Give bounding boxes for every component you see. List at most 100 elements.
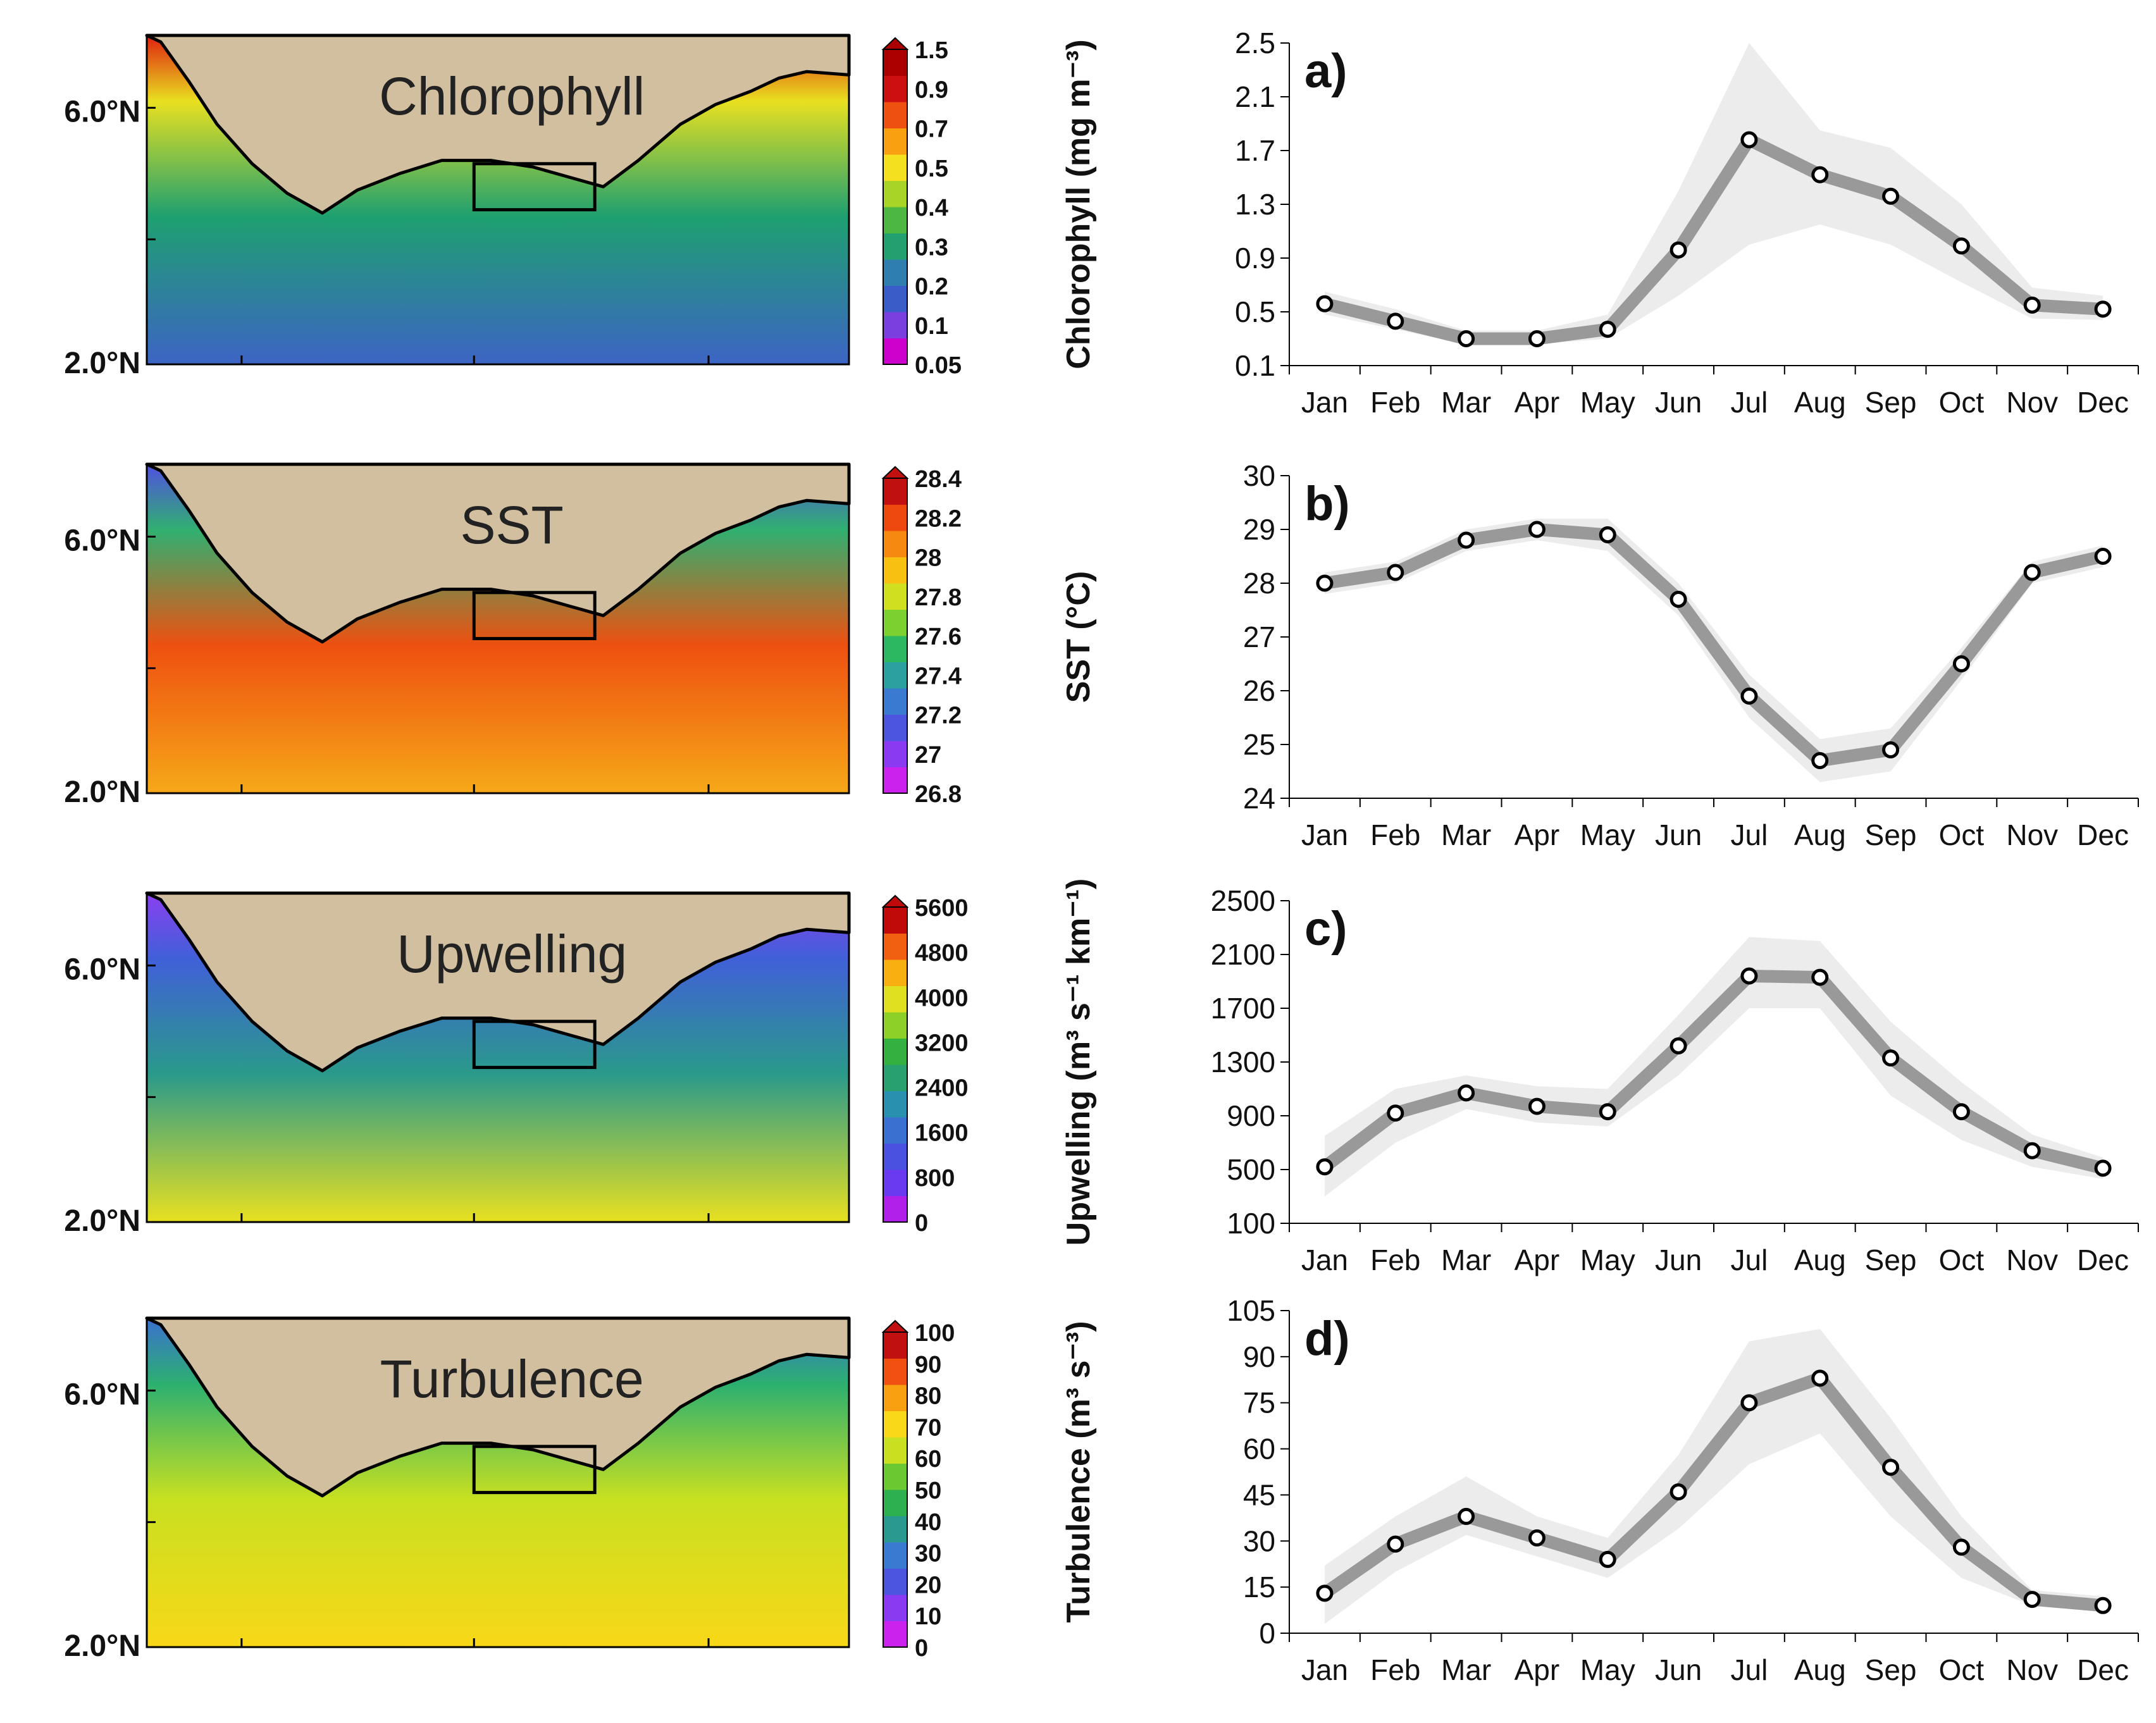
colorbar-tick-label: 100: [915, 1320, 955, 1347]
x-tick-label: Feb: [1370, 818, 1420, 851]
panel-label: d): [1304, 1312, 1350, 1366]
colorbar-tick-label: 27: [915, 742, 941, 769]
study-area-box: [472, 162, 597, 212]
lat-label-north: 6.0°N: [64, 95, 140, 128]
colorbar-2: 28.4 28.2 28 27.8 27.6 27.4 27.2 27 26.8: [881, 466, 962, 808]
colorbar-segment: [883, 1332, 907, 1359]
colorbar-tick-label: 28.2: [915, 505, 962, 532]
colorbar-segment: [883, 312, 907, 338]
colorbar-segment: [883, 985, 907, 1013]
data-point-jan: [1316, 1158, 1334, 1176]
map-frame: [146, 1317, 850, 1648]
colorbar-tick-label: 27.4: [915, 663, 962, 689]
y-tick-label: 60: [1243, 1433, 1275, 1466]
colorbar-segment: [883, 1170, 907, 1196]
colorbar-segment: [883, 1568, 907, 1595]
x-tick-label: Jan: [1301, 1653, 1348, 1686]
colorbar-segment: [883, 504, 907, 531]
colorbar-segment: [883, 338, 907, 365]
map-title: SST: [461, 495, 564, 555]
data-point-sep: [1882, 187, 1900, 205]
colorbar-segment: [883, 1437, 907, 1464]
x-tick-label: Sep: [1865, 1653, 1917, 1686]
y-axis-label: Chlorophyll (mg m⁻³): [1060, 39, 1097, 369]
colorbar-tick-label: 27.6: [915, 624, 962, 650]
data-point-jun: [1670, 591, 1687, 608]
y-tick-label: 90: [1243, 1340, 1275, 1373]
y-tick-label: 24: [1243, 782, 1275, 815]
x-tick-label: Jul: [1731, 1244, 1768, 1276]
y-tick-label: 500: [1227, 1153, 1275, 1186]
y-tick-label: 1.3: [1235, 188, 1275, 221]
x-tick-label: Aug: [1794, 1244, 1846, 1276]
data-point-feb: [1387, 564, 1404, 581]
colorbar-tick-label: 2400: [915, 1075, 969, 1102]
colorbar-tick-label: 0.2: [915, 274, 948, 300]
colorbar-tick-label: 90: [915, 1352, 941, 1378]
data-point-aug: [1811, 1369, 1829, 1387]
data-point-jul: [1740, 688, 1758, 705]
x-tick-label: Oct: [1939, 1653, 1985, 1686]
colorbar-frame: [883, 49, 908, 365]
study-area-box: [472, 591, 597, 641]
colorbar-segment: [883, 1012, 907, 1039]
data-point-may: [1599, 526, 1616, 543]
colorbar-segment: [883, 907, 907, 934]
colorbar-tick-label: 60: [915, 1446, 941, 1473]
x-tick-label: May: [1580, 1244, 1635, 1276]
x-tick-label: Apr: [1515, 1653, 1560, 1686]
y-tick-label: 0: [1259, 1617, 1275, 1650]
series-line: [1318, 1371, 2110, 1612]
colorbar-segment: [883, 128, 907, 155]
y-tick-label: 2100: [1211, 938, 1275, 971]
y-tick-label: 45: [1243, 1478, 1275, 1511]
colorbar-tick-label: 0.9: [915, 77, 948, 103]
panel-label: c): [1304, 902, 1348, 956]
data-point-jan: [1316, 574, 1334, 592]
x-tick-label: Jul: [1731, 1653, 1768, 1686]
colorbar-segment: [883, 233, 907, 260]
y-tick-label: 100: [1227, 1207, 1275, 1240]
colorbar-segment: [883, 1542, 907, 1569]
map-title: Chlorophyll: [379, 66, 645, 126]
chart-panel-b: 24 25 26 27 28 29 30 Jan Feb Mar Apr May Jun Jul Aug Se…: [1060, 459, 2139, 851]
y-tick-label: 0.9: [1235, 242, 1275, 275]
series-line: [1318, 523, 2110, 767]
y-tick-label: 0.1: [1235, 349, 1275, 382]
data-point-jul: [1740, 1394, 1758, 1412]
data-point-dec: [2094, 1596, 2112, 1614]
colorbar-tick-label: 800: [915, 1165, 955, 1192]
colorbar-segment: [883, 259, 907, 286]
x-tick-label: Apr: [1515, 386, 1560, 419]
data-point-nov: [2023, 1591, 2041, 1609]
x-tick-label: Dec: [2077, 386, 2129, 419]
colorbar-segment: [883, 1595, 907, 1621]
colorbar-tick-label: 5600: [915, 895, 969, 922]
colorbar-arrow: [881, 37, 909, 50]
colorbar-tick-label: 3200: [915, 1030, 969, 1056]
data-point-nov: [2023, 1142, 2041, 1159]
land-mass: [145, 34, 851, 215]
x-tick-label: Mar: [1441, 818, 1491, 851]
data-point-mar: [1458, 1507, 1475, 1525]
colorbar-tick-label: 1.5: [915, 37, 948, 64]
lat-label-south: 2.0°N: [64, 1629, 140, 1663]
y-tick-label: 29: [1243, 513, 1275, 546]
colorbar-frame: [883, 906, 908, 1223]
x-tick-label: Jan: [1301, 818, 1348, 851]
colorbar-segment: [883, 960, 907, 986]
x-tick-label: Dec: [2077, 818, 2129, 851]
colorbar-segment: [883, 1065, 907, 1091]
lat-label-north: 6.0°N: [64, 1378, 140, 1411]
data-point-oct: [1952, 1538, 1970, 1556]
colorbar-segment: [883, 1411, 907, 1438]
colorbar-segment: [883, 1516, 907, 1543]
lat-label-south: 2.0°N: [64, 775, 140, 809]
data-point-sep: [1882, 1459, 1900, 1476]
x-tick-label: Jan: [1301, 1244, 1348, 1276]
map-frame: [146, 463, 850, 794]
x-tick-label: Nov: [2006, 818, 2058, 851]
data-point-mar: [1458, 330, 1475, 347]
series-line: [1318, 970, 2110, 1175]
data-point-aug: [1811, 968, 1829, 986]
